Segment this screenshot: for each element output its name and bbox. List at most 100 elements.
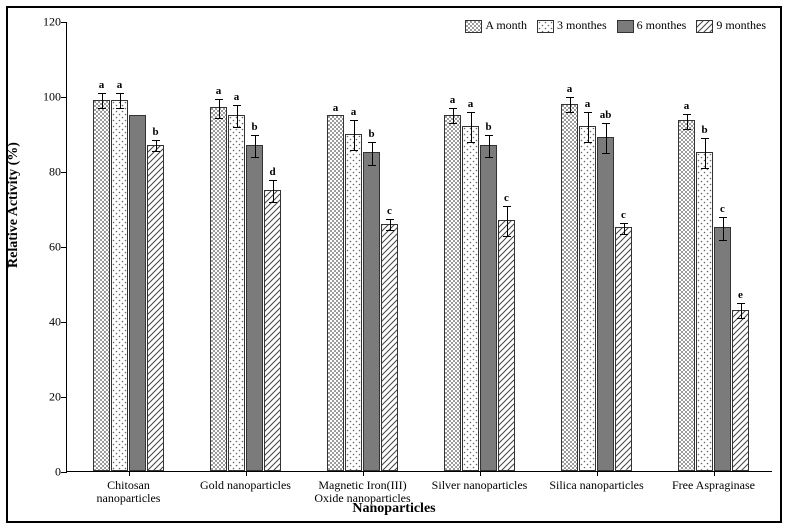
category-label: Silica nanoparticles xyxy=(549,479,643,492)
error-cap xyxy=(503,236,511,237)
error-bar xyxy=(489,135,490,158)
error-bar xyxy=(741,303,742,318)
error-cap xyxy=(485,157,493,158)
error-bar xyxy=(507,206,508,236)
error-cap xyxy=(269,202,277,203)
bar xyxy=(561,104,578,472)
error-cap xyxy=(116,108,124,109)
error-bar xyxy=(219,99,220,118)
plot-area: 020406080100120Chitosan nanoparticlesaab… xyxy=(66,22,772,472)
y-tick xyxy=(61,322,67,323)
bar xyxy=(246,145,263,471)
significance-label: a xyxy=(216,85,222,97)
significance-label: c xyxy=(387,205,392,217)
y-tick xyxy=(61,97,67,98)
error-cap xyxy=(602,153,610,154)
error-cap xyxy=(386,230,394,231)
error-cap xyxy=(620,234,628,235)
bar xyxy=(363,152,380,471)
error-cap xyxy=(566,97,574,98)
y-axis-title: Relative Activity (%) xyxy=(6,142,22,268)
error-cap xyxy=(449,123,457,124)
error-bar xyxy=(471,112,472,142)
error-cap xyxy=(251,157,259,158)
error-cap xyxy=(449,108,457,109)
error-cap xyxy=(368,165,376,166)
significance-label: a xyxy=(567,83,573,95)
x-tick xyxy=(714,471,715,476)
bar xyxy=(264,190,281,471)
error-bar xyxy=(120,93,121,108)
category-label: Free Aspraginase xyxy=(672,479,755,492)
error-bar xyxy=(687,114,688,129)
bar xyxy=(327,115,344,471)
bar xyxy=(498,220,515,471)
significance-label: b xyxy=(152,126,158,138)
error-cap xyxy=(386,219,394,220)
y-tick-label: 100 xyxy=(27,90,61,105)
error-cap xyxy=(233,127,241,128)
significance-label: a xyxy=(117,79,123,91)
x-tick xyxy=(480,471,481,476)
x-tick xyxy=(597,471,598,476)
significance-label: e xyxy=(738,289,743,301)
error-cap xyxy=(233,105,241,106)
x-tick xyxy=(129,471,130,476)
category-label: Silver nanoparticles xyxy=(432,479,528,492)
significance-label: b xyxy=(701,124,707,136)
significance-label: c xyxy=(504,192,509,204)
y-tick xyxy=(61,22,67,23)
bar xyxy=(714,227,731,471)
significance-label: a xyxy=(333,102,339,114)
bar xyxy=(129,115,146,471)
bar xyxy=(111,100,128,471)
significance-label: c xyxy=(621,209,626,221)
y-tick xyxy=(61,397,67,398)
error-bar xyxy=(705,138,706,168)
bar xyxy=(462,126,479,471)
error-cap xyxy=(584,112,592,113)
bar xyxy=(615,227,632,471)
error-bar xyxy=(624,223,625,234)
y-tick-label: 20 xyxy=(27,390,61,405)
significance-label: b xyxy=(251,121,257,133)
error-cap xyxy=(737,303,745,304)
significance-label: a xyxy=(234,91,240,103)
y-tick-label: 120 xyxy=(27,15,61,30)
significance-label: b xyxy=(485,121,491,133)
y-tick xyxy=(61,247,67,248)
error-bar xyxy=(237,105,238,128)
error-cap xyxy=(269,180,277,181)
bar xyxy=(93,100,110,471)
significance-label: c xyxy=(720,203,725,215)
error-cap xyxy=(116,93,124,94)
error-bar xyxy=(102,93,103,108)
bar xyxy=(345,134,362,472)
error-bar xyxy=(723,217,724,240)
chart-frame: A month 3 monthes 6 monthes 9 monthes 02… xyxy=(6,6,782,523)
bar xyxy=(597,137,614,471)
y-tick-label: 0 xyxy=(27,465,61,480)
significance-label: a xyxy=(585,98,591,110)
error-cap xyxy=(368,142,376,143)
bar xyxy=(210,107,227,471)
significance-label: b xyxy=(368,128,374,140)
bar xyxy=(480,145,497,471)
error-bar xyxy=(372,142,373,165)
error-cap xyxy=(215,118,223,119)
bar xyxy=(678,120,695,471)
error-bar xyxy=(606,123,607,153)
error-cap xyxy=(215,99,223,100)
bar xyxy=(444,115,461,471)
error-cap xyxy=(701,138,709,139)
y-tick-label: 80 xyxy=(27,165,61,180)
error-bar xyxy=(390,219,391,230)
error-cap xyxy=(683,114,691,115)
significance-label: d xyxy=(269,166,275,178)
error-bar xyxy=(570,97,571,112)
error-bar xyxy=(273,180,274,203)
error-cap xyxy=(485,135,493,136)
error-cap xyxy=(683,129,691,130)
y-tick-label: 60 xyxy=(27,240,61,255)
category-label: Gold nanoparticles xyxy=(200,479,291,492)
